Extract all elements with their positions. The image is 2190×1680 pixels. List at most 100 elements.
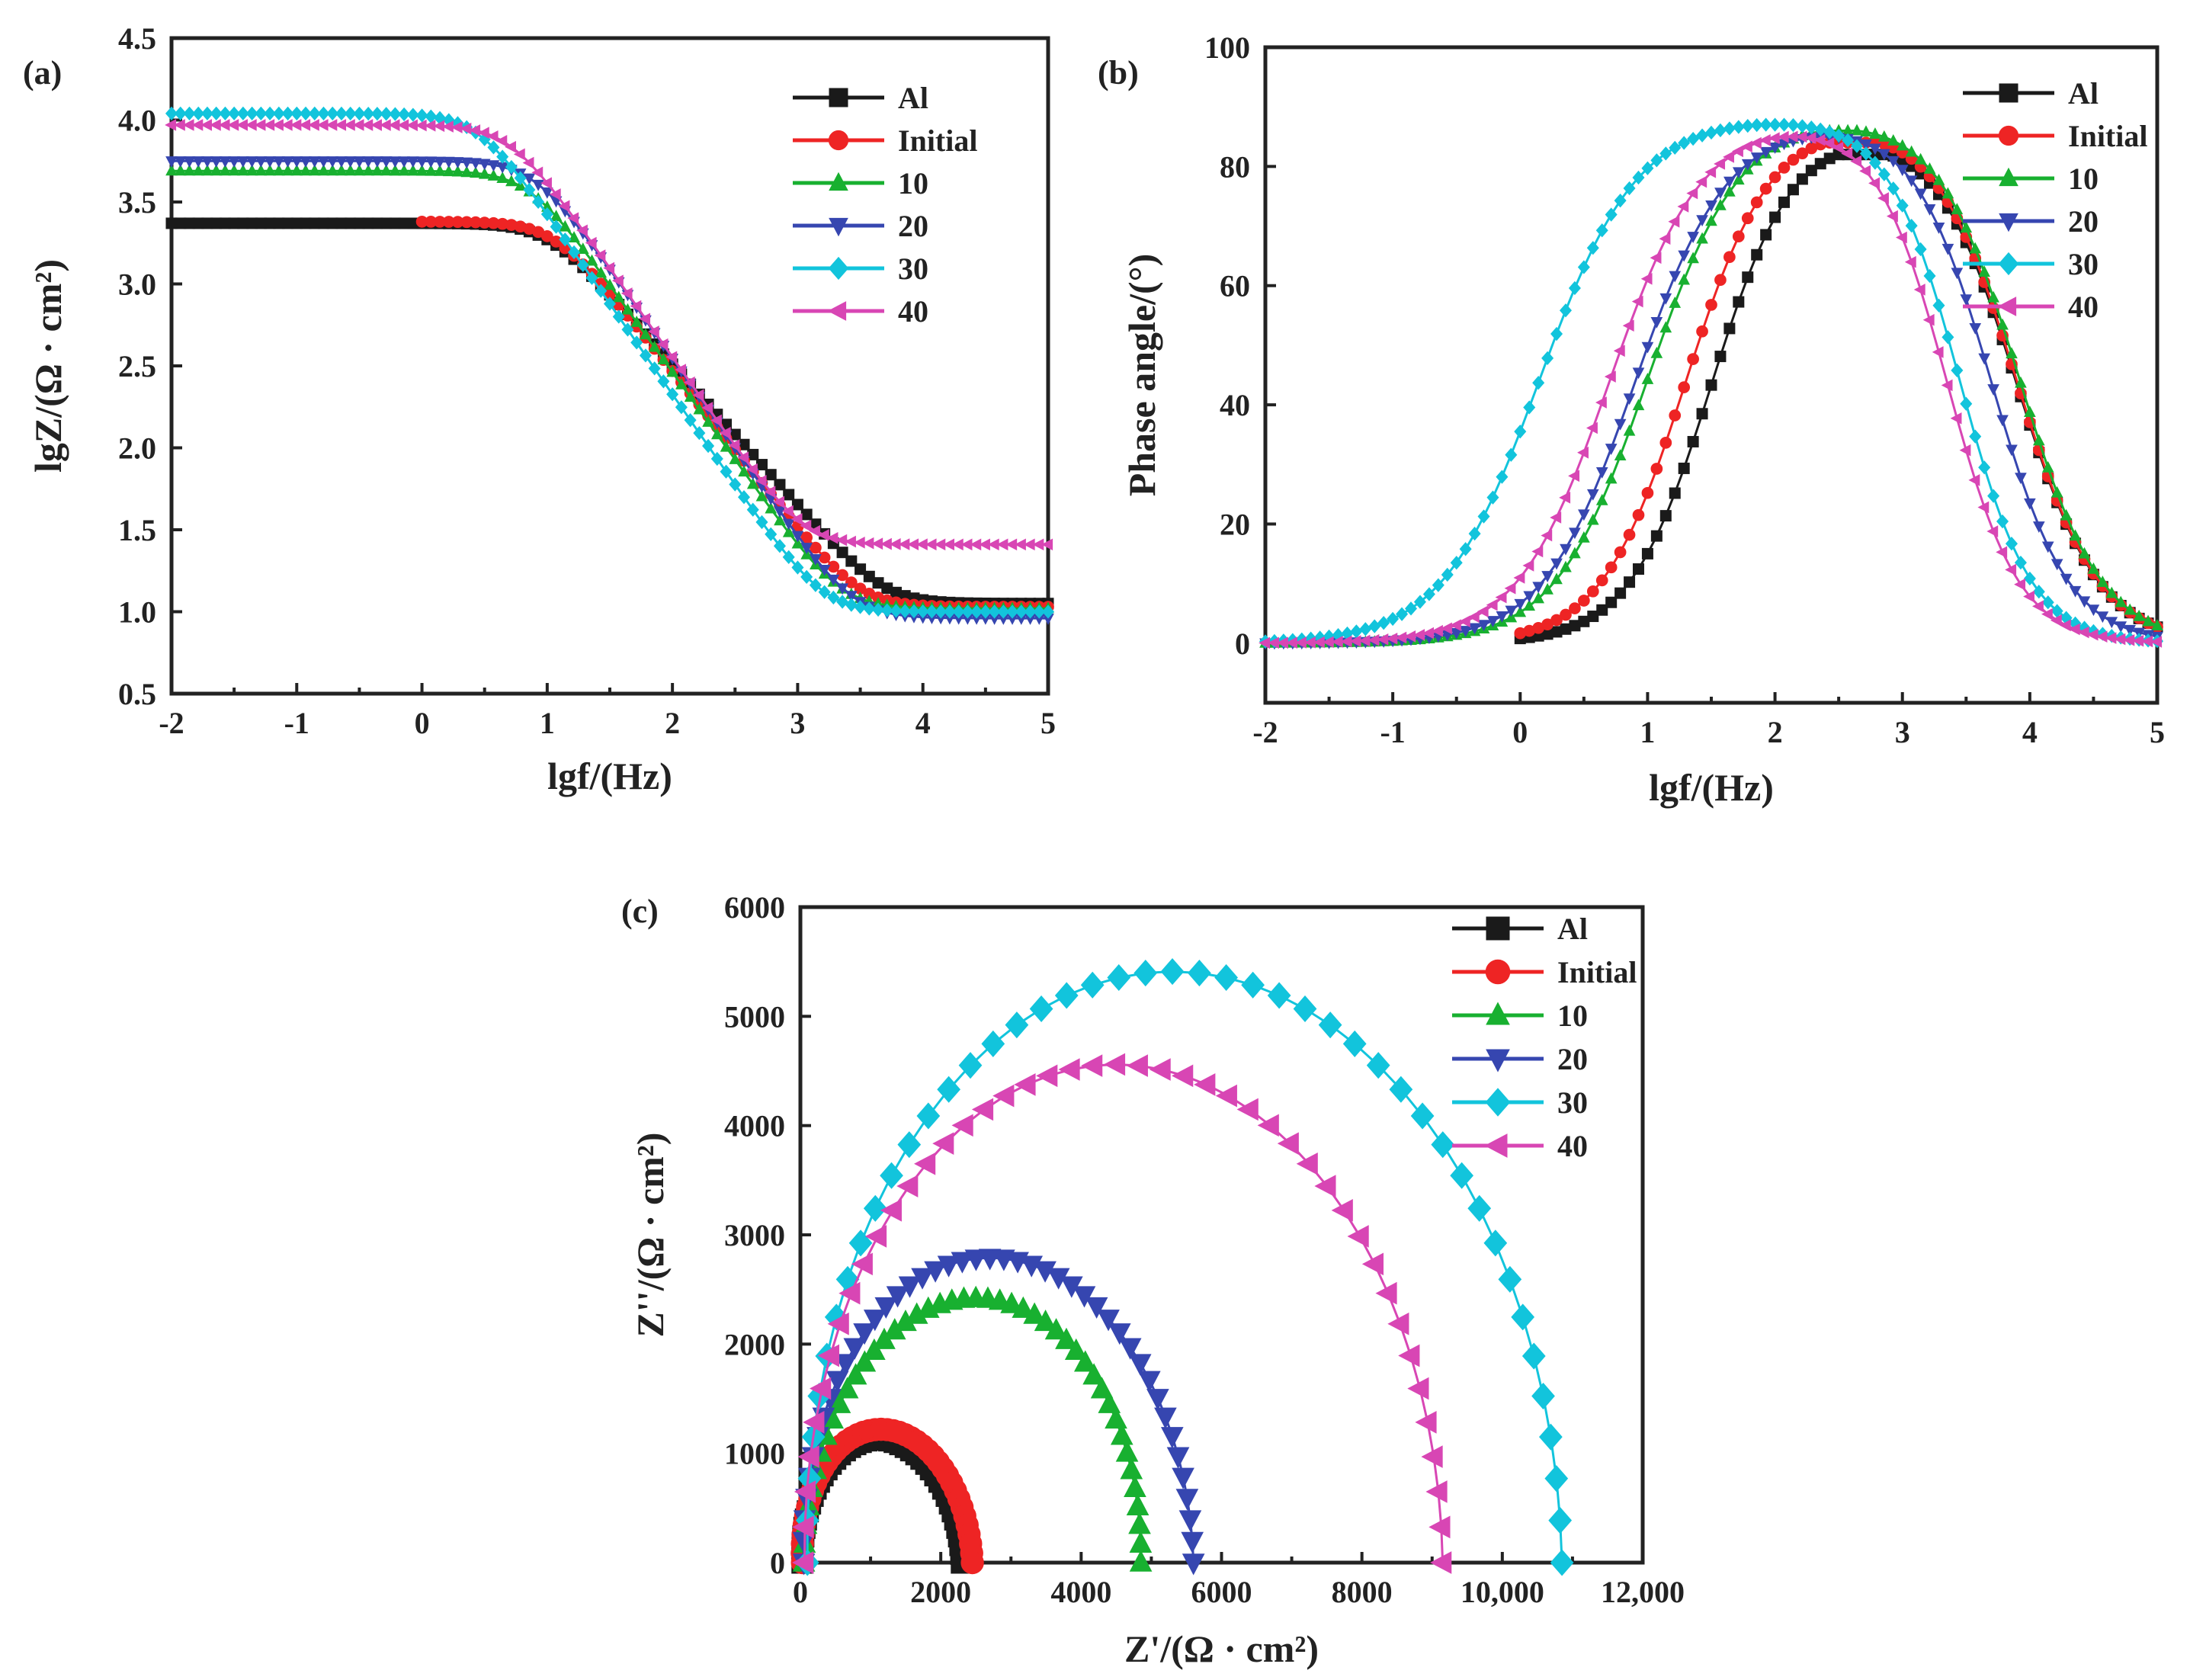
panel-a-marker-20	[451, 157, 464, 168]
panel-b-marker-20	[1987, 384, 1999, 396]
panel-a-marker-30	[809, 578, 822, 592]
panel-b-marker-40	[1686, 187, 1698, 200]
panel-a-marker-10	[272, 164, 285, 176]
panel-b-legend-label: Initial	[2068, 119, 2147, 153]
panel-b-marker-10	[1723, 184, 1736, 197]
panel-a-marker-20	[245, 156, 258, 168]
panel-b-marker-30	[1432, 578, 1445, 592]
panel-a-marker-40	[656, 338, 669, 351]
panel-a-marker-30	[827, 590, 840, 605]
panel-c-marker-20	[1175, 1489, 1199, 1511]
panel-c-marker-20	[826, 1371, 849, 1393]
panel-a-marker-30	[174, 106, 187, 121]
panel-a-marker-initial	[827, 560, 840, 573]
panel-b-y-axis-title: Phase angle/(°)	[1121, 254, 1163, 497]
panel-a-marker-10	[702, 415, 714, 427]
panel-b-marker-al	[1723, 322, 1736, 335]
panel-b-marker-30	[1450, 556, 1463, 570]
panel-b-marker-40	[1996, 546, 2008, 559]
panel-b-marker-20	[1705, 200, 1717, 212]
panel-a-marker-30	[540, 207, 553, 222]
panel-c-marker-20	[911, 1268, 934, 1290]
panel-b-marker-10	[1896, 139, 1909, 151]
panel-a-marker-10	[514, 179, 527, 191]
panel-a-marker-30	[621, 322, 634, 337]
panel-b-marker-initial	[1696, 325, 1708, 338]
panel-a-marker-30	[514, 171, 527, 185]
panel-a-marker-40	[764, 486, 776, 499]
panel-a-marker-20	[380, 156, 393, 168]
panel-b-marker-40	[1432, 624, 1443, 637]
panel-b-marker-30	[2041, 595, 2054, 610]
panel-c-legend: Al Initial 10 20 30 40	[1452, 912, 1637, 1163]
panel-a-marker-10	[657, 353, 670, 364]
panel-a-marker-30	[970, 604, 983, 619]
panel-c-marker-30	[1342, 1030, 1367, 1057]
panel-c-legend-label: 40	[1557, 1129, 1588, 1163]
panel-a-marker-10	[219, 164, 232, 176]
panel-b-marker-40	[1522, 559, 1534, 572]
panel-b-marker-30	[1477, 509, 1490, 524]
panel-b-marker-30	[1413, 595, 1426, 609]
panel-b-marker-40	[1959, 444, 1971, 457]
panel-a-marker-30	[370, 107, 383, 121]
panel-c-marker-30	[1539, 1423, 1563, 1451]
panel-b-marker-30	[1496, 470, 1509, 484]
panel-a-marker-30	[935, 604, 948, 619]
panel-b-marker-30	[1486, 490, 1499, 505]
panel-a-marker-10	[684, 390, 697, 402]
panel-a-marker-40	[576, 224, 588, 237]
panel-b-marker-10	[1623, 424, 1636, 436]
panel-c-marker-40	[1296, 1152, 1318, 1175]
panel-b-marker-40	[1850, 155, 1862, 168]
panel-b-marker-20	[1632, 367, 1645, 380]
panel-b-marker-initial	[1605, 561, 1618, 574]
panel-b-marker-10	[2041, 460, 2054, 473]
panel-c-marker-40	[1421, 1445, 1443, 1468]
panel-b-marker-40	[2068, 623, 2080, 636]
panel-b-y-tick-label: 40	[1220, 388, 1250, 422]
panel-c-marker-10	[1073, 1350, 1097, 1372]
panel-c-y-tick-label: 4000	[724, 1109, 785, 1143]
panel-a-marker-30	[791, 560, 804, 575]
panel-b-marker-10	[1669, 297, 1682, 308]
panel-c-marker-20	[1137, 1371, 1161, 1393]
panel-b-marker-40	[1631, 295, 1643, 308]
panel-b-marker-10	[1586, 513, 1599, 525]
panel-a-marker-20	[827, 574, 840, 586]
panel-b-marker-10	[2151, 619, 2163, 631]
panel-a-marker-40	[505, 140, 517, 153]
panel-b-marker-40	[1541, 529, 1553, 542]
panel-c-marker-30	[1214, 963, 1239, 992]
panel-b-marker-10	[1514, 605, 1527, 617]
panel-c-marker-30	[1080, 971, 1105, 999]
panel-a-marker-40	[531, 166, 543, 179]
panel-a-marker-30	[818, 585, 831, 599]
panel-b-marker-al	[1687, 435, 1699, 447]
panel-b-x-tick-label: 4	[2022, 715, 2038, 749]
panel-c-marker-40	[794, 1480, 816, 1503]
panel-a-marker-30	[496, 149, 509, 164]
panel-a-marker-40	[755, 475, 767, 487]
panel-c-marker-20	[874, 1297, 898, 1319]
panel-a-marker-40	[495, 135, 508, 147]
panel-c-marker-40	[838, 1281, 861, 1305]
panel-a-legend-marker	[828, 130, 849, 151]
panel-c-marker-30	[1389, 1076, 1413, 1103]
panel-c-marker-initial	[960, 1550, 984, 1575]
panel-a-marker-40	[486, 130, 499, 143]
panel-b-marker-20	[1595, 467, 1608, 479]
panel-b-marker-10	[2069, 529, 2082, 541]
panel-b-marker-initial	[1669, 409, 1682, 422]
panel-b-marker-20	[1714, 188, 1727, 200]
panel-c-marker-30	[1029, 995, 1053, 1023]
panel-a-marker-40	[611, 274, 624, 287]
panel-c-legend-marker	[1485, 959, 1511, 985]
panel-b-marker-40	[1650, 252, 1662, 265]
panel-c-marker-40	[1375, 1281, 1397, 1305]
panel-a-marker-30	[612, 309, 625, 324]
panel-a-marker-40	[549, 188, 561, 200]
panel-a-marker-30	[281, 106, 294, 121]
panel-b-series-initial	[1514, 136, 2163, 640]
panel-c-marker-40	[932, 1132, 954, 1155]
